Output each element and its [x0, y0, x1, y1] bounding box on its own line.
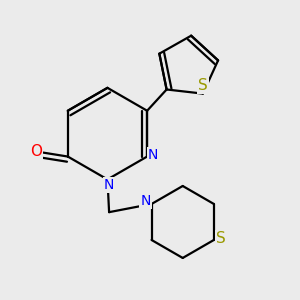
Text: S: S [216, 232, 226, 247]
Text: N: N [104, 178, 114, 192]
Text: O: O [30, 144, 42, 159]
Text: N: N [148, 148, 158, 162]
Text: N: N [140, 194, 151, 208]
Text: S: S [198, 78, 208, 93]
